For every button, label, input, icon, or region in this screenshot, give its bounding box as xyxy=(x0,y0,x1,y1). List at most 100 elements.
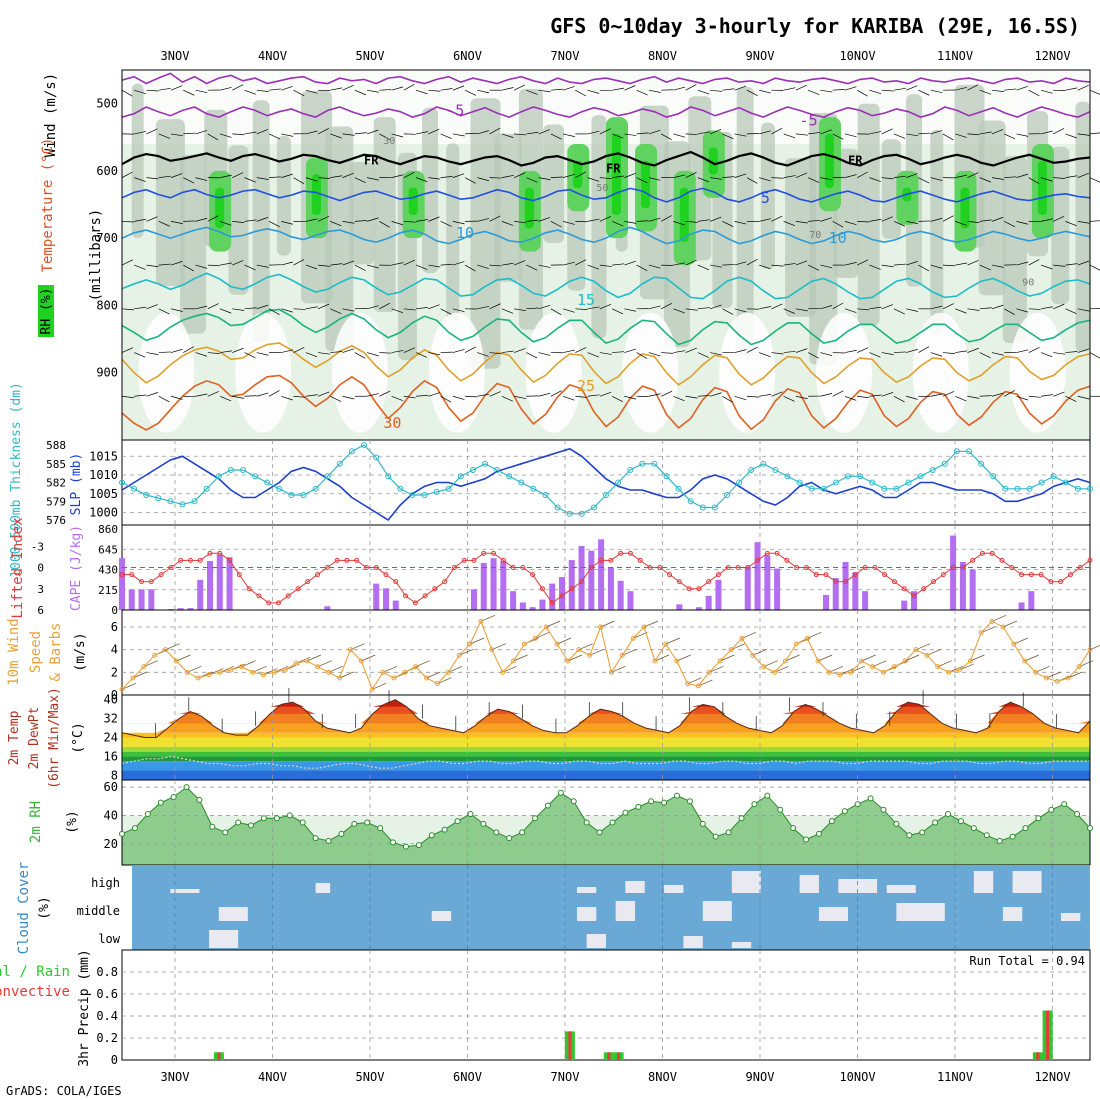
li-point xyxy=(1048,579,1054,585)
temp-tick: 16 xyxy=(104,749,118,763)
wind-point xyxy=(739,635,745,641)
wind-barb xyxy=(648,129,661,135)
wind-barb xyxy=(575,259,587,266)
rh-point xyxy=(815,830,822,837)
wind-barb xyxy=(538,392,551,397)
wind-barb xyxy=(587,130,600,135)
li-point xyxy=(324,565,330,570)
wind-barb xyxy=(893,395,905,403)
wind-barb xyxy=(440,88,453,91)
wind-barb xyxy=(752,649,767,656)
wind-barb xyxy=(232,221,245,223)
wind-barb xyxy=(244,264,256,271)
cloud-bar-middle xyxy=(615,901,636,921)
thickness-point xyxy=(518,479,525,486)
wind-barb xyxy=(697,395,710,397)
isotherm-label: FR xyxy=(364,153,379,167)
dewpt-axis-label: 2m DewPt xyxy=(27,707,42,770)
rh-point xyxy=(1022,825,1029,832)
wind-barb xyxy=(759,264,771,270)
wind-barb xyxy=(183,346,194,353)
thickness-point xyxy=(893,485,900,492)
wind-point xyxy=(467,641,473,647)
wind-barb xyxy=(158,351,171,353)
wind-barb xyxy=(318,352,330,355)
wind-barb xyxy=(293,259,305,266)
date-tick-top: 12NOV xyxy=(1034,49,1070,63)
wind-barb xyxy=(489,264,502,267)
thickness-point xyxy=(1026,485,1033,492)
wind-barb xyxy=(440,263,453,266)
wind-barb xyxy=(698,679,713,687)
wind-barb xyxy=(415,264,428,270)
cape-tick: 0 xyxy=(111,604,118,617)
rh-point xyxy=(725,829,732,836)
wind-barb xyxy=(256,129,269,135)
wind-point xyxy=(1087,647,1093,653)
cloud-bar-high xyxy=(1012,871,1042,893)
cloud-bar-middle xyxy=(431,911,452,921)
wind-barb xyxy=(624,173,636,178)
wind-barb xyxy=(501,221,514,226)
rh-line xyxy=(121,786,1091,848)
wind-barb xyxy=(660,303,672,310)
wind-barb xyxy=(232,260,244,266)
wind-barb xyxy=(746,177,758,184)
wind-barb xyxy=(513,348,526,353)
pressure-tick: 500 xyxy=(96,97,118,111)
cape-bar xyxy=(510,591,517,610)
wind-barb xyxy=(881,304,894,310)
wind-point xyxy=(380,669,386,675)
temp-axis-unit: (°C) xyxy=(71,722,86,753)
rh-point xyxy=(454,818,461,825)
wind-point xyxy=(1076,664,1082,670)
wind-point xyxy=(217,669,223,675)
wind-barb xyxy=(624,348,636,353)
isotherm-line xyxy=(121,308,1091,346)
wind-barb xyxy=(448,666,463,673)
wind-barb xyxy=(187,666,202,673)
wind-barb xyxy=(734,85,747,91)
wind-barb xyxy=(991,615,1007,622)
wind-barb xyxy=(526,89,538,95)
wind-barb xyxy=(1065,395,1077,402)
run-total-label: Run Total = 0.94 xyxy=(969,954,1085,968)
wind-barb xyxy=(330,395,342,402)
cape-bar xyxy=(519,602,526,610)
wind-barb xyxy=(1004,390,1015,397)
wind-barb xyxy=(207,215,219,222)
wind-barb xyxy=(759,394,772,397)
wind-barb xyxy=(489,127,501,135)
wind-barb xyxy=(195,177,208,181)
isotherm-line xyxy=(121,106,1091,118)
wind-barb xyxy=(464,89,477,96)
wind-barb xyxy=(930,130,943,135)
thickness-tick: 582 xyxy=(46,477,66,490)
rh-point xyxy=(1035,815,1042,822)
wind-point xyxy=(565,658,571,664)
wind-barb xyxy=(306,654,322,662)
wind-barb xyxy=(1053,177,1066,179)
rh-point xyxy=(648,798,655,805)
wind-barb xyxy=(832,390,844,397)
wind-barb xyxy=(636,177,648,184)
wind-barb xyxy=(1028,308,1041,310)
li-point xyxy=(383,572,389,578)
date-tick-top: 8NOV xyxy=(648,49,677,63)
wind-barb xyxy=(844,308,857,313)
wind-barb xyxy=(317,391,330,397)
li-point xyxy=(794,565,800,570)
wind-point xyxy=(848,669,854,675)
wind-barb xyxy=(207,264,220,267)
wind-barb xyxy=(146,177,159,180)
thickness-point xyxy=(312,485,319,492)
wind-barb xyxy=(379,390,391,397)
wind-barb xyxy=(648,352,661,357)
wind-barb xyxy=(611,666,626,673)
rh-point xyxy=(790,825,797,832)
wind-barb xyxy=(937,660,952,667)
wind-barb xyxy=(759,130,771,135)
thickness-point xyxy=(651,460,658,467)
rh-point xyxy=(286,812,293,819)
precip-conv-bar xyxy=(1046,1010,1050,1060)
